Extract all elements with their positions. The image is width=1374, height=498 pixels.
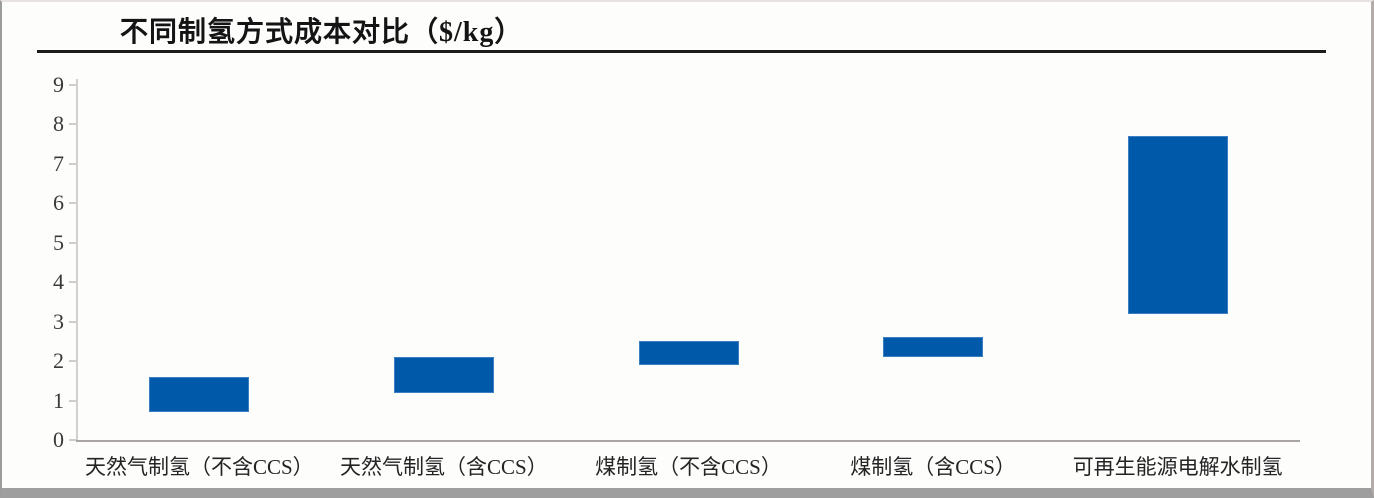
y-tick-label: 6 (53, 190, 64, 216)
y-axis-tick (69, 241, 76, 244)
range-bar (149, 376, 250, 413)
y-axis-tick (69, 360, 76, 363)
y-tick-label: 5 (53, 229, 64, 255)
x-category-label: 天然气制氢（含CCS） (340, 455, 548, 479)
y-tick-label: 1 (53, 387, 64, 413)
y-tick-label: 2 (53, 348, 64, 374)
range-bar (883, 337, 984, 358)
chart-title: 不同制氢方式成本对比（$/kg） (120, 17, 524, 48)
x-category-label: 天然气制氢（不含CCS） (84, 455, 314, 479)
range-bar (638, 341, 739, 366)
y-tick-label: 7 (53, 150, 64, 176)
y-axis-tick (69, 84, 76, 87)
y-tick-label: 8 (53, 111, 64, 137)
y-tick-label: 0 (53, 427, 64, 452)
y-axis-tick (69, 123, 76, 126)
y-tick-label: 4 (53, 269, 64, 295)
x-category-label: 可再生能源电解水制氢 (1072, 455, 1283, 479)
range-bar (1127, 136, 1228, 314)
x-category-label: 煤制氢（含CCS） (850, 455, 1016, 479)
title-underline (37, 50, 1326, 53)
y-tick-label: 3 (53, 308, 64, 334)
range-bar (393, 357, 494, 393)
plot-area: 0 1 2 3 4 5 6 7 8 9 天然气制氢（不含CCS） 天然气制氢（含CCS） 煤制氢（不含C… (2, 2, 1371, 488)
y-tick-label: 9 (53, 72, 64, 98)
y-axis-tick (69, 320, 76, 323)
x-category-label: 煤制氢（不含CCS） (595, 455, 782, 479)
y-axis-line (76, 79, 78, 442)
y-axis-tick (69, 439, 76, 441)
y-axis-tick (69, 162, 76, 165)
x-axis-line (76, 440, 1300, 442)
y-axis-tick (69, 202, 76, 205)
y-axis-tick (69, 281, 76, 284)
y-axis-tick (69, 399, 76, 402)
